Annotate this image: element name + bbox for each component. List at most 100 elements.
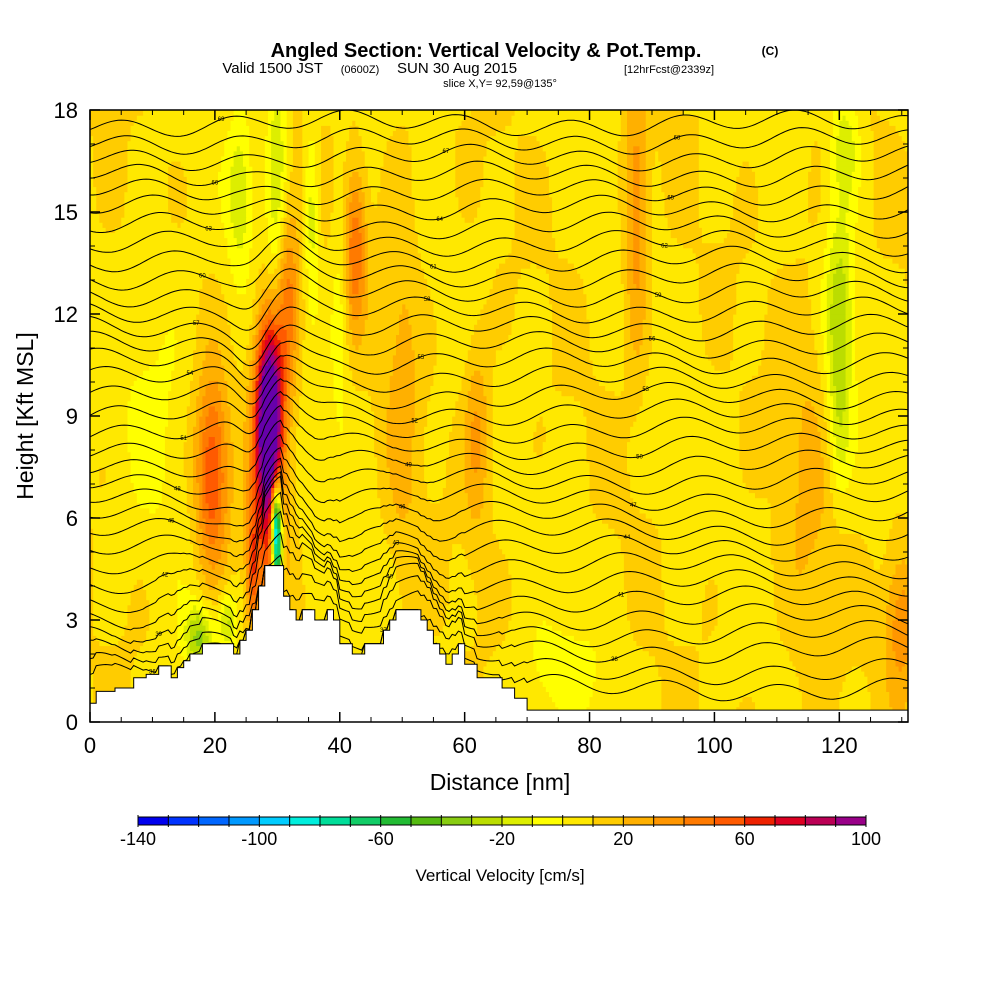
velocity-cell bbox=[483, 166, 516, 172]
velocity-cell bbox=[745, 380, 822, 386]
velocity-cell bbox=[829, 314, 847, 320]
velocity-cell bbox=[346, 150, 366, 157]
velocity-cell bbox=[823, 461, 831, 468]
velocity-cell bbox=[230, 405, 247, 412]
velocity-cell bbox=[90, 604, 94, 611]
velocity-cell bbox=[642, 400, 741, 407]
velocity-cell bbox=[177, 604, 194, 611]
velocity-cell bbox=[249, 416, 253, 422]
velocity-cell bbox=[639, 181, 647, 188]
velocity-cell bbox=[477, 319, 513, 325]
velocity-cell bbox=[146, 594, 179, 601]
velocity-cell bbox=[280, 446, 285, 453]
velocity-cell bbox=[264, 191, 272, 198]
velocity-cell bbox=[808, 206, 822, 213]
velocity-cell bbox=[833, 467, 853, 473]
velocity-cell bbox=[224, 140, 250, 147]
velocity-cell bbox=[851, 181, 862, 188]
velocity-cell bbox=[133, 380, 172, 386]
velocity-cell bbox=[826, 446, 834, 453]
velocity-cell bbox=[299, 242, 303, 249]
velocity-cell bbox=[267, 487, 272, 494]
velocity-cell bbox=[218, 477, 225, 483]
velocity-cell bbox=[255, 563, 260, 570]
potential-temperature-contours bbox=[90, 110, 908, 702]
velocity-cell bbox=[355, 344, 360, 351]
velocity-cell bbox=[717, 594, 775, 601]
theta-label: 56 bbox=[649, 337, 656, 343]
velocity-cell bbox=[255, 461, 260, 468]
velocity-cell bbox=[267, 232, 282, 239]
velocity-cell bbox=[698, 140, 815, 147]
colorbar-tick-label: 100 bbox=[851, 829, 881, 849]
velocity-cell bbox=[386, 145, 413, 152]
velocity-cell bbox=[305, 324, 332, 330]
velocity-cell bbox=[651, 344, 706, 351]
velocity-cell bbox=[193, 472, 197, 478]
velocity-cell bbox=[892, 518, 908, 524]
velocity-cell bbox=[246, 492, 250, 499]
velocity-cell bbox=[639, 191, 647, 198]
velocity-cell bbox=[667, 222, 700, 228]
theta-label: 40 bbox=[386, 575, 393, 581]
velocity-cell bbox=[221, 497, 228, 504]
velocity-cell bbox=[739, 263, 784, 269]
velocity-cell bbox=[411, 324, 438, 330]
velocity-cell bbox=[836, 451, 847, 458]
velocity-cell bbox=[845, 293, 850, 300]
velocity-cell bbox=[673, 640, 784, 647]
velocity-cell bbox=[202, 538, 210, 545]
velocity-cell bbox=[358, 125, 397, 131]
velocity-cell bbox=[346, 217, 350, 223]
theta-contour-50 bbox=[90, 404, 908, 460]
y-tick-label: 3 bbox=[66, 608, 78, 633]
velocity-cell bbox=[627, 451, 741, 458]
velocity-cell bbox=[833, 237, 850, 244]
velocity-cell bbox=[717, 620, 778, 626]
velocity-cell bbox=[214, 563, 225, 570]
velocity-cell bbox=[202, 563, 213, 570]
velocity-cell bbox=[168, 196, 188, 203]
velocity-cell bbox=[364, 329, 400, 335]
velocity-cell bbox=[848, 201, 859, 208]
velocity-cell bbox=[274, 456, 278, 463]
velocity-cell bbox=[205, 426, 222, 432]
velocity-cell bbox=[286, 252, 294, 259]
velocity-cell bbox=[886, 604, 897, 611]
velocity-cell bbox=[205, 482, 219, 488]
velocity-cell bbox=[823, 268, 831, 274]
theta-contour-65 bbox=[90, 178, 908, 206]
velocity-cell bbox=[130, 395, 169, 402]
velocity-cell bbox=[823, 344, 828, 351]
velocity-cell bbox=[733, 201, 759, 208]
velocity-cell bbox=[620, 227, 628, 233]
velocity-cell bbox=[823, 497, 834, 504]
velocity-cell bbox=[536, 421, 544, 427]
velocity-cell bbox=[271, 487, 275, 494]
velocity-cell bbox=[433, 365, 466, 371]
velocity-cell bbox=[296, 512, 381, 519]
velocity-cell bbox=[292, 115, 303, 121]
velocity-cell bbox=[283, 497, 291, 504]
theta-contour-55 bbox=[90, 340, 908, 380]
velocity-cell bbox=[90, 467, 100, 473]
velocity-cell bbox=[205, 523, 219, 529]
velocity-cell bbox=[633, 206, 641, 213]
velocity-cell bbox=[858, 191, 875, 198]
velocity-cell bbox=[358, 227, 366, 233]
velocity-cell bbox=[361, 135, 391, 142]
velocity-cell bbox=[833, 380, 847, 386]
velocity-cell bbox=[246, 176, 253, 182]
velocity-cell bbox=[252, 604, 257, 611]
velocity-cell bbox=[801, 416, 819, 422]
velocity-cell bbox=[271, 130, 282, 137]
velocity-cell bbox=[833, 283, 847, 290]
velocity-cell bbox=[414, 370, 435, 376]
velocity-cell bbox=[873, 166, 908, 172]
velocity-cell bbox=[511, 242, 556, 249]
velocity-cell bbox=[627, 604, 666, 611]
velocity-cell bbox=[477, 594, 513, 601]
velocity-cell bbox=[839, 206, 850, 213]
velocity-cell bbox=[533, 645, 594, 652]
velocity-cell bbox=[377, 456, 388, 463]
